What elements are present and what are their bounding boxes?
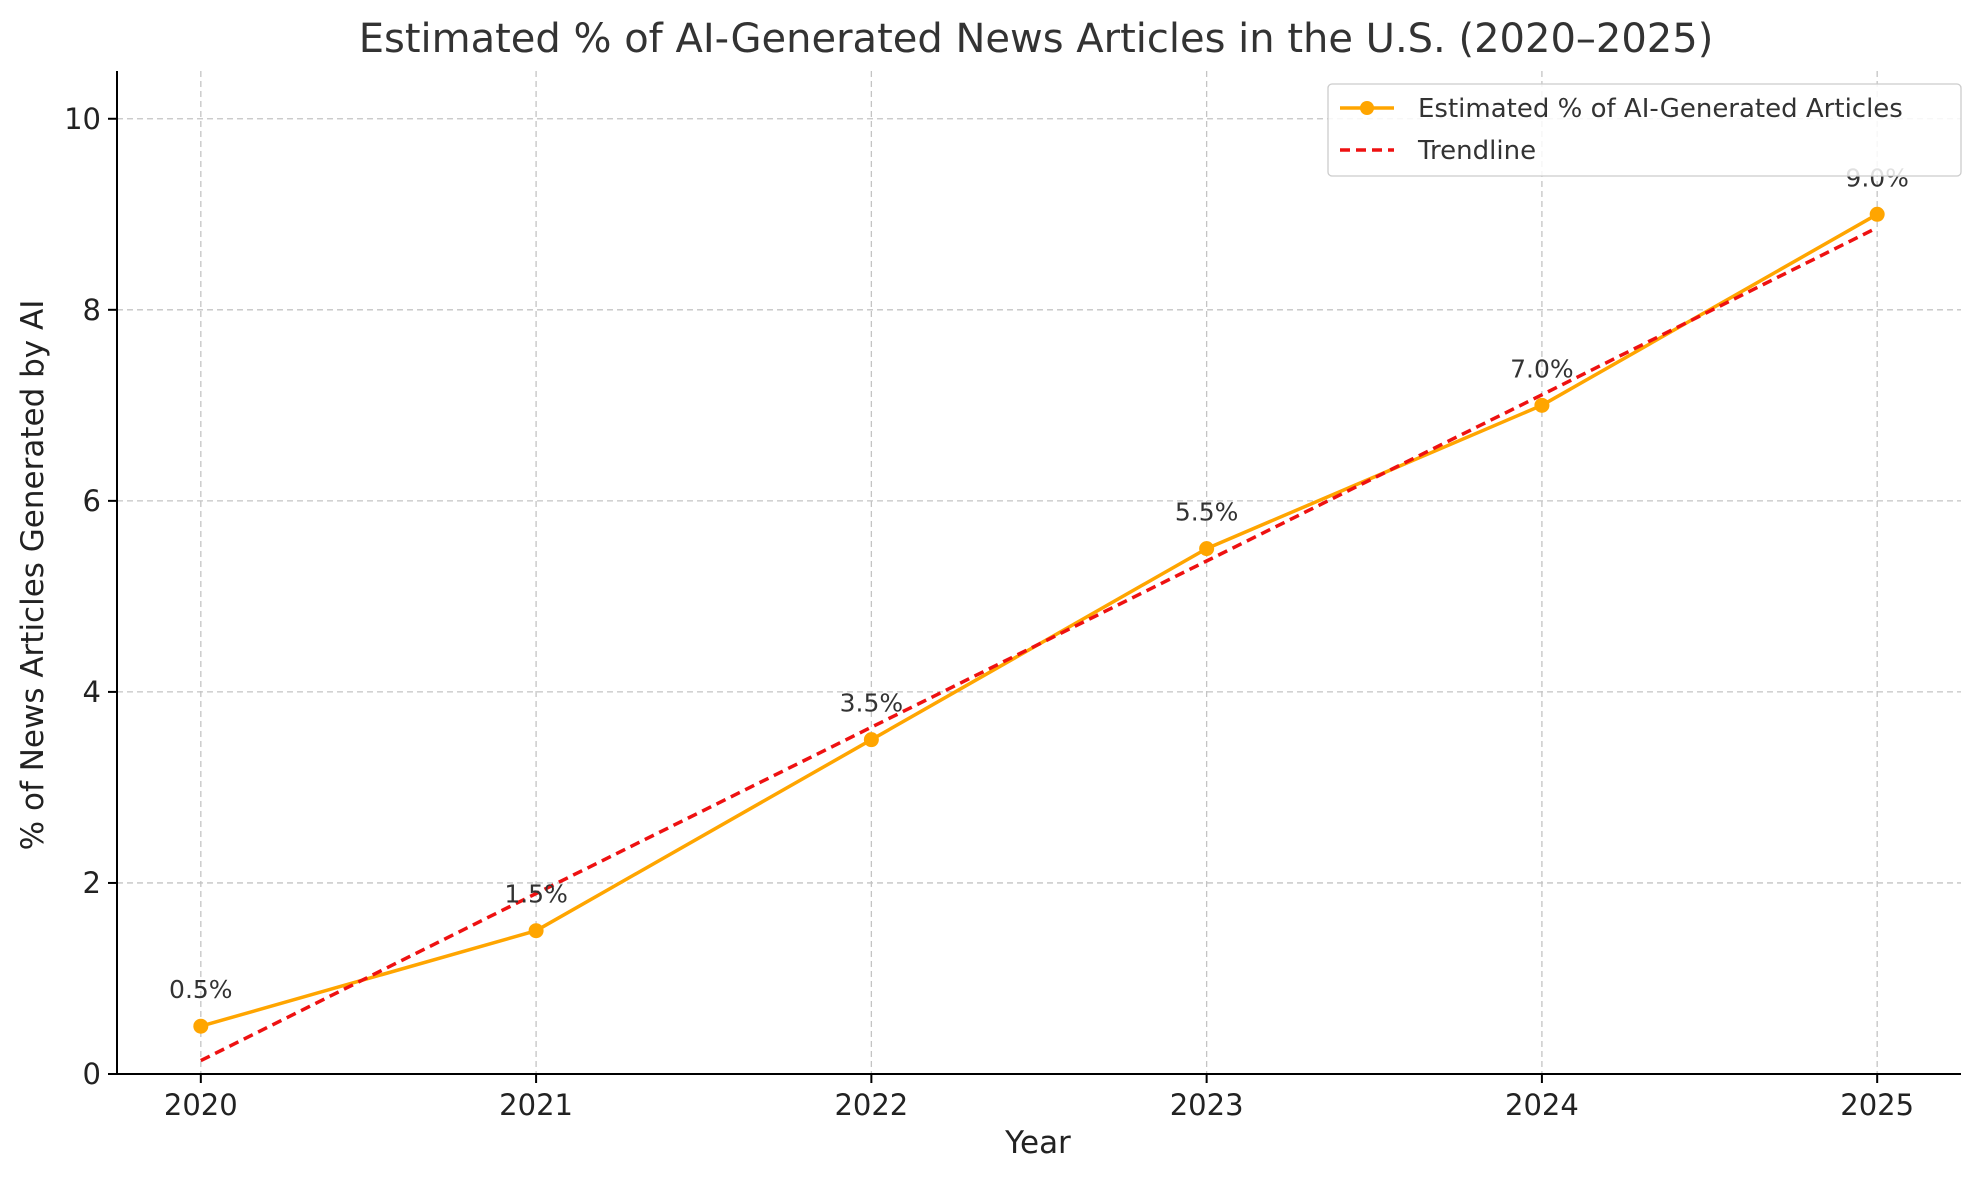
data-point-2021 xyxy=(528,923,544,939)
data-point-2023 xyxy=(1199,541,1215,557)
x-tick-label: 2024 xyxy=(1505,1088,1579,1122)
data-label-2020: 0.5% xyxy=(169,975,233,1004)
data-point-2020 xyxy=(193,1018,209,1034)
trendline xyxy=(200,226,1878,1063)
x-tick-label: 2023 xyxy=(1170,1088,1244,1122)
tick-labels: 2020 2021 2022 2023 2024 2025 0 2 4 6 8 10 xyxy=(64,102,1914,1122)
series-line xyxy=(199,212,1879,1028)
legend-marker-series-1 xyxy=(1360,101,1374,115)
x-tick-label: 2021 xyxy=(499,1088,573,1122)
data-label-2023: 5.5% xyxy=(1175,498,1239,527)
series xyxy=(193,206,1885,1063)
x-tick-label: 2025 xyxy=(1840,1088,1914,1122)
data-label-2022: 3.5% xyxy=(840,689,904,718)
data-label-2021: 1.5% xyxy=(504,880,568,909)
y-tick-label: 6 xyxy=(83,484,101,518)
x-tick-label: 2022 xyxy=(834,1088,908,1122)
legend: Estimated % of AI-Generated Articles Tre… xyxy=(1327,83,1962,177)
y-tick-label: 4 xyxy=(83,675,101,709)
x-axis-label: Year xyxy=(1004,1125,1071,1161)
data-label-2024: 7.0% xyxy=(1510,354,1574,383)
y-tick-label: 0 xyxy=(83,1057,101,1091)
legend-label-trendline: Trendline xyxy=(1417,136,1536,166)
y-axis-label: % of News Articles Generated by AI xyxy=(15,300,51,851)
data-point-2025 xyxy=(1869,206,1885,222)
y-tick-label: 10 xyxy=(64,102,101,136)
grid xyxy=(117,71,1961,1074)
data-point-2022 xyxy=(863,732,879,748)
y-tick-label: 2 xyxy=(83,866,101,900)
axes xyxy=(108,71,1961,1083)
data-point-2024 xyxy=(1534,397,1550,413)
y-tick-label: 8 xyxy=(83,293,101,327)
x-tick-label: 2020 xyxy=(164,1088,238,1122)
legend-label-series-1: Estimated % of AI-Generated Articles xyxy=(1418,94,1903,124)
chart-title: Estimated % of AI-Generated News Article… xyxy=(359,16,1714,62)
data-labels: 0.5%1.5%3.5%5.5%7.0%9.0% xyxy=(169,163,1909,1004)
legend-box xyxy=(1327,83,1962,177)
